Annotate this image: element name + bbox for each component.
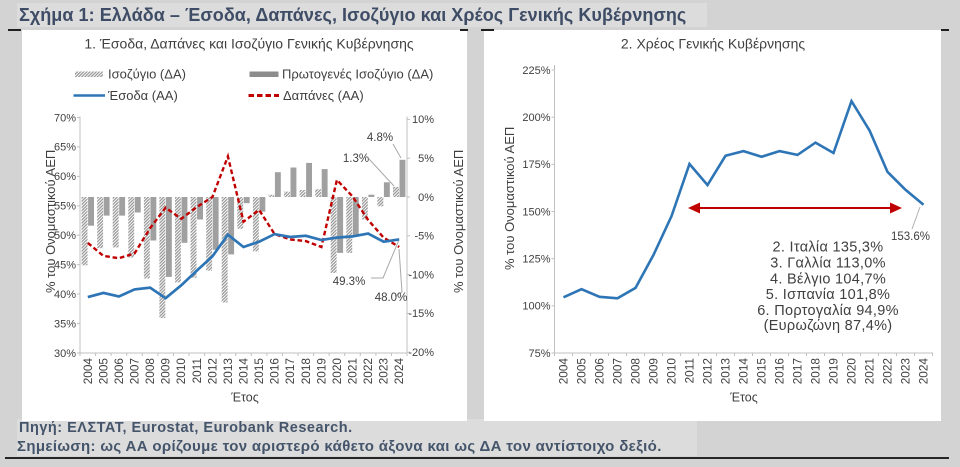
svg-text:150%: 150%	[522, 206, 550, 218]
svg-text:60%: 60%	[54, 171, 76, 183]
svg-text:2017: 2017	[791, 358, 805, 384]
svg-text:2018: 2018	[299, 358, 313, 385]
svg-text:6. Πορτογαλία 94,9%: 6. Πορτογαλία 94,9%	[757, 303, 899, 319]
svg-text:2007: 2007	[611, 358, 625, 384]
svg-text:2016: 2016	[773, 358, 787, 385]
svg-text:2010: 2010	[665, 358, 679, 385]
svg-text:175%: 175%	[522, 159, 550, 171]
svg-text:2019: 2019	[314, 358, 328, 384]
svg-text:0%: 0%	[418, 192, 434, 204]
svg-text:2016: 2016	[268, 358, 282, 385]
svg-text:Έτος: Έτος	[230, 391, 259, 405]
svg-text:2015: 2015	[252, 358, 266, 385]
svg-text:2022: 2022	[361, 358, 375, 384]
svg-text:2011: 2011	[190, 358, 204, 383]
svg-text:Έτος: Έτος	[729, 391, 758, 405]
svg-text:50%: 50%	[54, 230, 76, 242]
svg-text:2020: 2020	[330, 358, 344, 385]
svg-text:2019: 2019	[827, 358, 841, 384]
svg-text:-15%: -15%	[408, 308, 434, 320]
svg-text:10%: 10%	[412, 114, 434, 126]
svg-text:2023: 2023	[899, 358, 913, 385]
svg-text:45%: 45%	[54, 260, 76, 272]
svg-text:5%: 5%	[418, 153, 434, 165]
svg-text:2008: 2008	[629, 358, 643, 385]
svg-text:200%: 200%	[522, 112, 550, 124]
svg-text:70%: 70%	[54, 112, 76, 124]
svg-text:2012: 2012	[701, 358, 715, 384]
svg-text:2017: 2017	[283, 358, 297, 384]
svg-text:75%: 75%	[528, 348, 550, 360]
svg-text:55%: 55%	[54, 201, 76, 213]
svg-text:2013: 2013	[719, 358, 733, 385]
svg-text:30%: 30%	[54, 348, 76, 360]
svg-text:3. Γαλλία 113,0%: 3. Γαλλία 113,0%	[770, 256, 886, 272]
svg-text:2021: 2021	[346, 358, 360, 384]
svg-text:% του Ονομαστικού ΑΕΠ: % του Ονομαστικού ΑΕΠ	[502, 127, 517, 270]
svg-text:2008: 2008	[143, 358, 157, 385]
svg-text:2015: 2015	[755, 358, 769, 385]
svg-text:49.3%: 49.3%	[333, 276, 366, 288]
svg-text:100%: 100%	[522, 301, 550, 313]
svg-text:1. Έσοδα, Δαπάνες και Ισοζύγιο: 1. Έσοδα, Δαπάνες και Ισοζύγιο Γενικής Κ…	[84, 36, 414, 52]
svg-text:2011: 2011	[683, 358, 697, 383]
svg-text:2024: 2024	[917, 358, 931, 385]
svg-text:4. Βέλγιο 104,7%: 4. Βέλγιο 104,7%	[770, 272, 886, 288]
svg-text:65%: 65%	[54, 142, 76, 154]
svg-text:2004: 2004	[557, 358, 571, 385]
svg-text:2013: 2013	[221, 358, 235, 385]
svg-text:Δαπάνες (ΑΑ): Δαπάνες (ΑΑ)	[283, 88, 364, 103]
svg-text:4.8%: 4.8%	[367, 132, 393, 144]
svg-text:35%: 35%	[54, 318, 76, 330]
svg-text:2024: 2024	[392, 358, 406, 385]
svg-text:2006: 2006	[112, 358, 126, 385]
svg-text:(Ευρωζώνη 87,4%): (Ευρωζώνη 87,4%)	[764, 318, 893, 334]
svg-text:2020: 2020	[845, 358, 859, 385]
svg-text:2007: 2007	[128, 358, 142, 384]
svg-text:2009: 2009	[159, 358, 173, 384]
svg-text:2012: 2012	[205, 358, 219, 384]
svg-text:225%: 225%	[522, 65, 550, 77]
svg-text:40%: 40%	[54, 289, 76, 301]
svg-text:Ισοζύγιο (ΔΑ): Ισοζύγιο (ΔΑ)	[108, 67, 186, 82]
svg-text:2005: 2005	[96, 358, 110, 385]
svg-text:2009: 2009	[647, 358, 661, 384]
svg-text:2014: 2014	[237, 358, 251, 385]
svg-text:2014: 2014	[737, 358, 751, 385]
svg-text:% του Ονομαστικού ΑΕΠ: % του Ονομαστικού ΑΕΠ	[43, 150, 58, 293]
svg-text:Πρωτογενές Ισοζύγιο (ΔΑ): Πρωτογενές Ισοζύγιο (ΔΑ)	[282, 67, 433, 82]
svg-text:5. Ισπανία 101,8%: 5. Ισπανία 101,8%	[766, 287, 890, 303]
svg-text:-5%: -5%	[414, 231, 434, 243]
svg-text:Έσοδα (ΑΑ): Έσοδα (ΑΑ)	[107, 88, 178, 103]
svg-text:-20%: -20%	[408, 347, 434, 359]
svg-text:% του Ονομαστικού ΑΕΠ: % του Ονομαστικού ΑΕΠ	[451, 150, 466, 293]
svg-text:2. Χρέος Γενικής Κυβέρνησης: 2. Χρέος Γενικής Κυβέρνησης	[621, 36, 805, 52]
svg-text:2018: 2018	[809, 358, 823, 385]
svg-text:48.0%: 48.0%	[375, 292, 408, 304]
svg-text:153.6%: 153.6%	[891, 231, 930, 243]
svg-text:2005: 2005	[575, 358, 589, 385]
svg-text:2006: 2006	[593, 358, 607, 385]
svg-text:1.3%: 1.3%	[343, 153, 369, 165]
svg-text:2021: 2021	[863, 358, 877, 384]
svg-text:125%: 125%	[522, 254, 550, 266]
svg-text:2004: 2004	[81, 358, 95, 385]
svg-text:2022: 2022	[881, 358, 895, 384]
svg-text:2023: 2023	[377, 358, 391, 385]
svg-text:2010: 2010	[174, 358, 188, 385]
svg-text:2. Ιταλία 135,3%: 2. Ιταλία 135,3%	[773, 240, 884, 256]
svg-text:-10%: -10%	[408, 269, 434, 281]
